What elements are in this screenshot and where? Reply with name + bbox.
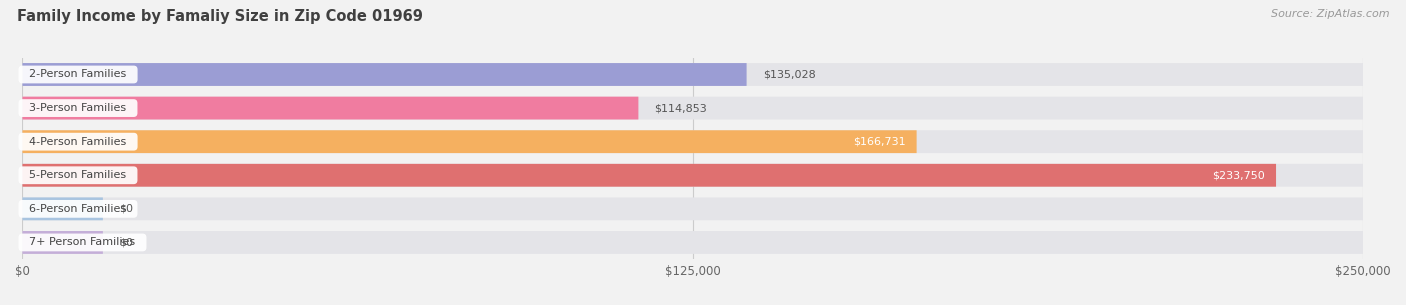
Text: $114,853: $114,853 xyxy=(654,103,707,113)
FancyBboxPatch shape xyxy=(22,97,638,120)
FancyBboxPatch shape xyxy=(22,63,747,86)
FancyBboxPatch shape xyxy=(22,63,1364,86)
Text: 5-Person Families: 5-Person Families xyxy=(22,170,134,180)
Text: $166,731: $166,731 xyxy=(853,137,905,147)
Text: 6-Person Families: 6-Person Families xyxy=(22,204,134,214)
Text: $0: $0 xyxy=(120,204,134,214)
FancyBboxPatch shape xyxy=(22,197,1364,220)
Text: $0: $0 xyxy=(120,238,134,247)
FancyBboxPatch shape xyxy=(22,164,1277,187)
Text: Source: ZipAtlas.com: Source: ZipAtlas.com xyxy=(1271,9,1389,19)
Text: $233,750: $233,750 xyxy=(1212,170,1265,180)
FancyBboxPatch shape xyxy=(22,197,103,220)
Text: 3-Person Families: 3-Person Families xyxy=(22,103,134,113)
FancyBboxPatch shape xyxy=(22,164,1364,187)
Text: 7+ Person Families: 7+ Person Families xyxy=(22,238,142,247)
FancyBboxPatch shape xyxy=(22,231,1364,254)
Text: $135,028: $135,028 xyxy=(762,70,815,80)
Text: 4-Person Families: 4-Person Families xyxy=(22,137,134,147)
FancyBboxPatch shape xyxy=(22,130,1364,153)
FancyBboxPatch shape xyxy=(22,130,917,153)
Text: 2-Person Families: 2-Person Families xyxy=(22,70,134,80)
FancyBboxPatch shape xyxy=(22,231,103,254)
FancyBboxPatch shape xyxy=(22,97,1364,120)
Text: Family Income by Famaliy Size in Zip Code 01969: Family Income by Famaliy Size in Zip Cod… xyxy=(17,9,423,24)
